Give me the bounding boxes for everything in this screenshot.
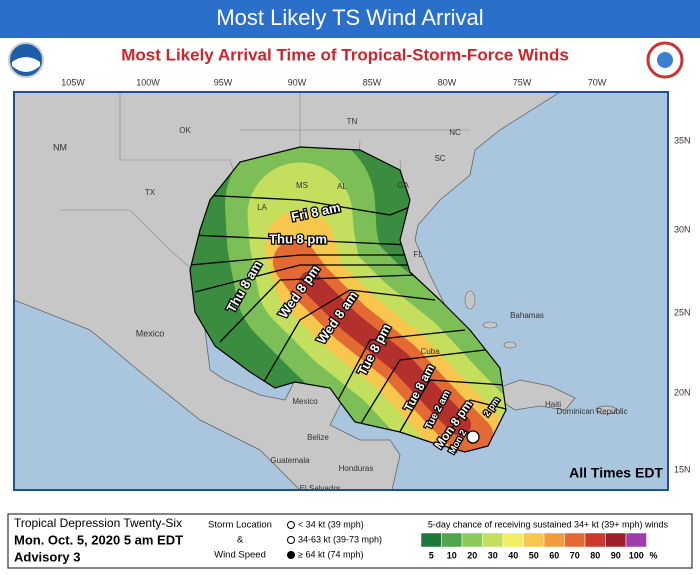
place-label: Belize xyxy=(307,433,329,442)
scale-swatch xyxy=(461,532,483,548)
place-label: El Salvador xyxy=(300,484,341,493)
scale-label: 80 xyxy=(590,550,600,560)
storm-symbol xyxy=(287,551,295,559)
advisory: Advisory 3 xyxy=(14,549,80,564)
banner xyxy=(0,0,700,38)
issued: Mon. Oct. 5, 2020 5 am EDT xyxy=(14,532,183,547)
map-frame xyxy=(13,91,669,491)
place-label: MS xyxy=(296,181,308,190)
place-label: TX xyxy=(145,188,156,197)
longitude-labels: 105W 100W 95W 90W 85W 80W 75W 70W xyxy=(61,77,607,87)
scale-swatch xyxy=(584,532,606,548)
scale-swatch xyxy=(441,532,463,548)
place-label: Bahamas xyxy=(510,311,544,320)
place-labels: NM OK TN NC SC GA AL MS LA TX FL Mexico Bahamas Cuba H… xyxy=(53,117,628,493)
scale-label: 60 xyxy=(549,550,559,560)
place-label: Honduras xyxy=(339,464,374,473)
place-label: SC xyxy=(434,154,445,163)
place-label: GA xyxy=(397,181,409,190)
longitude-label: 105W xyxy=(61,77,85,87)
map-title: Most Likely Arrival Time of Tropical-Sto… xyxy=(121,45,569,64)
cone-outline xyxy=(189,146,507,453)
place-label: NC xyxy=(449,128,461,137)
latitude-label: 30N xyxy=(674,224,691,234)
latitude-labels: 35N 30N 25N 20N 15N xyxy=(674,135,691,474)
symbol-label: ≥ 64 kt (74 mph) xyxy=(298,549,363,559)
latitude-label: 15N xyxy=(674,464,691,474)
place-label: Haiti xyxy=(545,400,561,409)
storm-name: Tropical Depression Twenty-Six xyxy=(14,516,182,530)
latitude-label: 25N xyxy=(674,307,691,317)
scale-unit: % xyxy=(650,550,658,560)
scale-label: 10 xyxy=(447,550,457,560)
place-label: TN xyxy=(347,117,358,126)
longitude-label: 85W xyxy=(363,77,382,87)
latitude-label: 35N xyxy=(674,135,691,145)
symbol-title: & xyxy=(237,535,244,546)
puerto-rico xyxy=(595,405,617,415)
nws-logo-center xyxy=(657,52,673,68)
place-label: Guatemala xyxy=(270,456,310,465)
storm-symbol xyxy=(287,521,295,529)
scale-label: 20 xyxy=(467,550,477,560)
time-note: All Times EDT xyxy=(569,465,663,481)
map: NM OK TN NC SC GA AL MS LA TX FL Mexico Bahamas Cuba H… xyxy=(14,92,668,493)
scale-swatch xyxy=(605,532,627,548)
scale-label: 50 xyxy=(529,550,539,560)
bahamas xyxy=(464,290,517,349)
scale-swatch xyxy=(420,532,442,548)
scale-label: 30 xyxy=(488,550,498,560)
symbol-title: Wind Speed xyxy=(214,550,266,561)
arrival-lines xyxy=(190,194,506,451)
place-label: Mexico xyxy=(292,397,318,406)
scale-label: 90 xyxy=(611,550,621,560)
scale-title: 5-day chance of receiving sustained 34+ … xyxy=(428,519,669,529)
scale-swatch xyxy=(625,532,647,548)
scale-label: 100 xyxy=(629,550,644,560)
place-label: Cuba xyxy=(420,347,440,356)
scale-swatch xyxy=(543,532,565,548)
place-label: NM xyxy=(53,142,67,152)
scale-swatch xyxy=(523,532,545,548)
symbol-title: Storm Location xyxy=(208,520,272,531)
noaa-logo-wave xyxy=(12,57,40,72)
scale-swatch xyxy=(502,532,524,548)
longitude-label: 90W xyxy=(288,77,307,87)
scale-label: 40 xyxy=(508,550,518,560)
longitude-label: 75W xyxy=(513,77,532,87)
place-label: OK xyxy=(179,126,191,135)
longitude-label: 70W xyxy=(588,77,607,87)
scale-swatch xyxy=(482,532,504,548)
place-label: Dominican Republic xyxy=(556,407,627,416)
place-label: AL xyxy=(337,182,347,191)
arrival-time: Thu 8 pm xyxy=(269,231,327,246)
place-label: FL xyxy=(413,250,423,259)
place-label: Mexico xyxy=(136,328,165,338)
scale-label: 5 xyxy=(429,550,434,560)
longitude-label: 80W xyxy=(438,77,457,87)
symbol-label: 34-63 kt (39-73 mph) xyxy=(298,534,382,544)
storm-location xyxy=(466,430,480,444)
longitude-label: 95W xyxy=(214,77,233,87)
latitude-label: 20N xyxy=(674,387,691,397)
scale-label: 70 xyxy=(570,550,580,560)
banner-title: Most Likely TS Wind Arrival xyxy=(216,5,483,30)
place-label: LA xyxy=(257,203,267,212)
storm-symbol xyxy=(287,536,295,544)
legend: Storm Location & Wind Speed < 34 kt (39 mph… xyxy=(208,519,669,560)
longitude-label: 100W xyxy=(136,77,160,87)
scale-swatch xyxy=(564,532,586,548)
symbol-label: < 34 kt (39 mph) xyxy=(298,519,364,529)
